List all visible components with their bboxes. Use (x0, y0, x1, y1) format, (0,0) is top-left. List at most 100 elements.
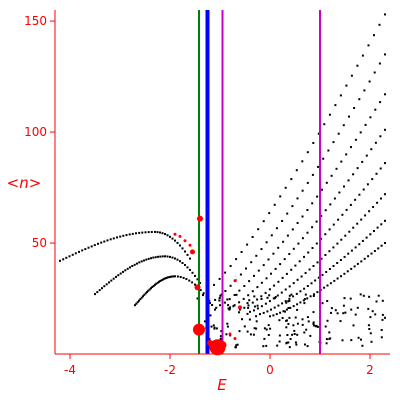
data-point (260, 295, 263, 298)
data-point (384, 242, 386, 244)
data-point (292, 247, 295, 250)
data-point (264, 291, 267, 294)
data-point (275, 227, 278, 230)
data-point (243, 285, 246, 287)
data-point (116, 236, 118, 239)
data-point (150, 257, 152, 260)
data-point (169, 255, 171, 258)
data-point (380, 223, 383, 226)
data-point (115, 275, 117, 278)
data-point (255, 254, 258, 257)
data-point (373, 250, 376, 252)
data-point (253, 327, 256, 330)
data-point (287, 307, 290, 309)
data-point (161, 255, 164, 258)
data-point (323, 286, 326, 289)
data-point (295, 343, 298, 346)
data-point (251, 236, 254, 238)
data-point (352, 173, 355, 176)
data-point (309, 334, 312, 337)
data-point (370, 148, 373, 151)
data-point (291, 333, 294, 336)
data-point (202, 294, 204, 297)
data-point (138, 261, 141, 264)
data-point (194, 283, 196, 286)
data-point (325, 338, 328, 341)
data-point (292, 282, 295, 285)
data-point (356, 262, 359, 265)
data-point (291, 228, 294, 231)
y-tick-label: 100 (24, 125, 47, 139)
data-point (380, 336, 383, 339)
data-point (369, 233, 372, 236)
data-point (296, 222, 299, 224)
data-point (384, 13, 386, 16)
x-tick-label: -4 (64, 363, 76, 377)
data-point (112, 277, 115, 280)
data-point (367, 44, 370, 47)
data-point (366, 183, 369, 186)
data-point (235, 258, 238, 261)
data-point (242, 297, 245, 300)
data-point (299, 290, 302, 293)
data-point (301, 323, 304, 326)
data-point (239, 308, 241, 311)
data-point (359, 293, 362, 296)
data-point (210, 325, 213, 328)
data-point (379, 167, 382, 170)
data-point (374, 313, 377, 316)
data-point (238, 311, 240, 314)
data-point (356, 64, 359, 67)
data-point (144, 231, 147, 234)
data-point (151, 286, 154, 288)
data-point (134, 304, 136, 307)
data-point (338, 191, 341, 194)
data-point (253, 274, 255, 277)
data-point (350, 267, 353, 270)
data-point (171, 256, 174, 259)
data-point (163, 277, 166, 280)
data-point (356, 222, 359, 225)
data-point (139, 298, 142, 301)
data-point (344, 234, 347, 237)
data-point (213, 283, 215, 286)
data-marker (218, 341, 227, 350)
data-point (220, 338, 223, 341)
data-point (162, 278, 164, 281)
data-point (361, 54, 364, 57)
data-point (159, 231, 161, 234)
data-point (213, 327, 216, 330)
data-point (326, 300, 329, 302)
data-point (341, 213, 344, 216)
data-point (370, 340, 373, 343)
data-point (320, 188, 323, 191)
data-point (324, 254, 327, 256)
data-point (334, 104, 337, 107)
data-point (124, 269, 127, 272)
data-point (164, 255, 166, 258)
data-point (160, 279, 163, 282)
data-point (140, 296, 143, 299)
data-point (325, 342, 328, 345)
marker-layer (173, 215, 242, 356)
data-point (249, 333, 252, 336)
data-point (381, 299, 384, 302)
data-point (296, 278, 299, 281)
data-point (281, 220, 284, 222)
data-point (324, 325, 327, 328)
data-point (140, 260, 143, 263)
data-point (96, 291, 99, 294)
data-marker (238, 305, 242, 310)
data-point (345, 208, 348, 211)
x-tick-label: 0 (266, 363, 274, 377)
data-point (358, 98, 361, 101)
data-point (235, 344, 238, 347)
data-point (374, 108, 377, 111)
data-point (354, 313, 357, 316)
data-marker (233, 279, 237, 283)
data-point (229, 265, 232, 267)
data-point (296, 322, 299, 325)
data-point (327, 149, 330, 152)
data-point (170, 275, 172, 278)
